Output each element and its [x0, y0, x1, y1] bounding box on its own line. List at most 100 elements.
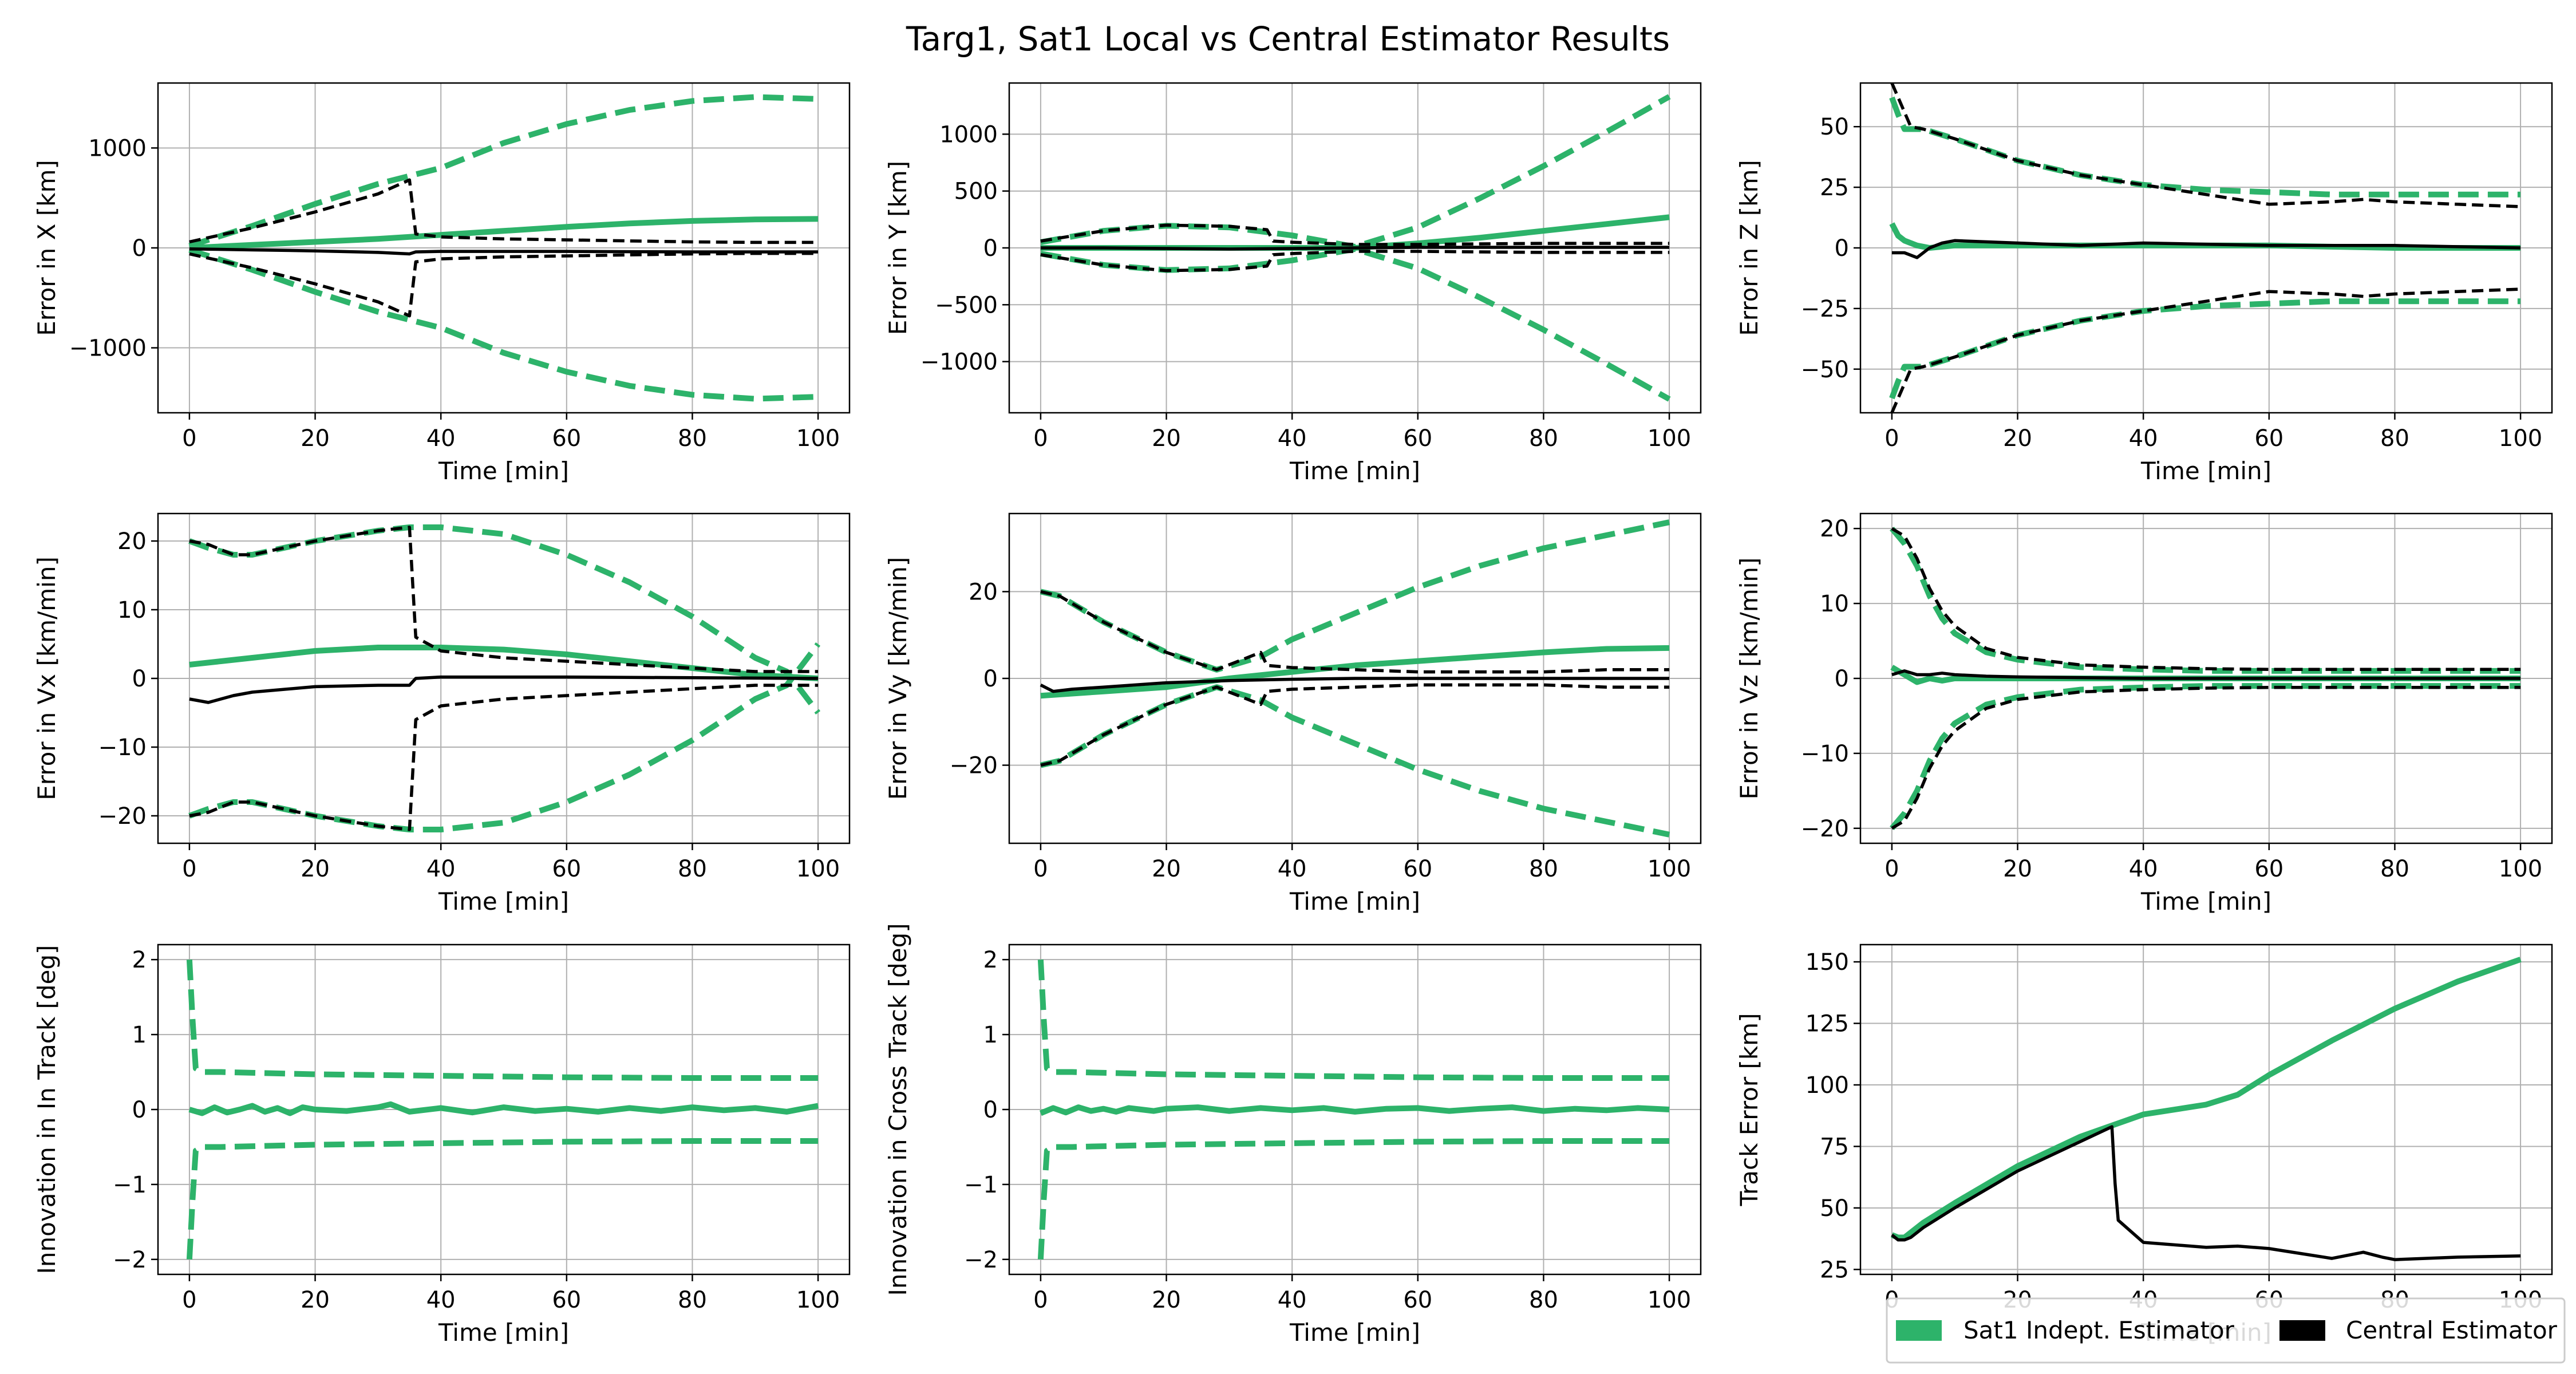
y-tick-label: −2	[113, 1247, 147, 1273]
y-tick-label: −1	[113, 1172, 147, 1198]
x-tick-label: 100	[2499, 425, 2542, 452]
sat1-estimate-line	[189, 216, 819, 251]
x-axis-label: Time [min]	[1289, 1318, 1420, 1347]
figure-title: Targ1, Sat1 Local vs Central Estimator R…	[906, 19, 1670, 58]
sat1-estimate-line	[1040, 645, 1670, 699]
legend-label-sat1: Sat1 Indept. Estimator	[1963, 1316, 2235, 1344]
x-tick-label: 80	[1529, 1287, 1558, 1313]
plot-area	[1040, 519, 1670, 838]
sat1-estimate-line	[1891, 957, 2522, 1241]
x-tick-label: 20	[2003, 425, 2032, 452]
x-tick-label: 20	[301, 1287, 330, 1313]
central-estimate-line	[1891, 239, 2521, 259]
y-tick-label: −500	[935, 292, 998, 318]
axes-frame	[1859, 943, 2553, 1276]
x-tick-label: 100	[1647, 856, 1691, 882]
plot-area	[1890, 526, 2521, 831]
x-tick-label: 100	[1647, 1287, 1691, 1313]
x-tick-label: 60	[552, 856, 581, 882]
sat1-bound-line	[1037, 1138, 1670, 1260]
y-tick-label: 50	[1820, 1195, 1849, 1222]
x-tick-label: 40	[1278, 1287, 1307, 1313]
central-bound-line	[1890, 287, 2521, 413]
plot-area	[186, 959, 819, 1260]
y-axis-label: Innovation in In Track [deg]	[33, 945, 61, 1274]
y-tick-label: −20	[950, 753, 998, 779]
central-estimate-line	[1040, 246, 1670, 251]
sat1-bound-line	[188, 94, 819, 249]
x-tick-label: 40	[426, 856, 456, 882]
y-tick-label: 20	[1820, 516, 1849, 542]
y-tick-label: 20	[117, 528, 147, 555]
sat1-bound-line	[188, 247, 819, 402]
x-tick-label: 100	[2499, 856, 2542, 882]
sat1-bound-line	[188, 642, 821, 832]
x-tick-label: 40	[426, 1287, 456, 1313]
y-tick-label: 10	[1820, 591, 1849, 617]
sat1-bound-line	[1890, 683, 2521, 831]
x-axis-label: Time [min]	[438, 887, 569, 915]
x-tick-label: 20	[1152, 856, 1181, 882]
y-tick-label: 2	[132, 947, 147, 973]
y-axis-label: Innovation in Cross Track [deg]	[884, 923, 912, 1296]
subplot-3: 0 20 40 60 80 100 −50 −25 0 25 50 Time [min] Error i…	[1735, 82, 2553, 485]
y-tick-label: 1000	[88, 135, 147, 161]
x-tick-label: 0	[1033, 425, 1048, 452]
x-tick-label: 40	[2129, 425, 2158, 452]
x-tick-label: 80	[678, 1287, 707, 1313]
x-axis-label: Time [min]	[2140, 887, 2271, 915]
plot-area	[1889, 83, 2521, 413]
x-tick-label: 0	[182, 1287, 196, 1313]
central-bound-line	[189, 178, 819, 244]
x-tick-label: 20	[301, 425, 330, 452]
plot-area	[1040, 94, 1671, 402]
y-axis-label: Error in X [km]	[33, 160, 61, 336]
central-estimate-line	[1040, 677, 1670, 693]
sat1-bound-line	[188, 524, 821, 715]
x-tick-label: 0	[182, 856, 196, 882]
y-tick-label: −10	[98, 735, 147, 761]
x-tick-label: 80	[1529, 425, 1558, 452]
central-estimate-line	[1891, 669, 2521, 680]
y-tick-label: 25	[1820, 1257, 1849, 1283]
y-tick-label: 0	[983, 235, 998, 262]
y-tick-label: 1000	[939, 121, 998, 148]
legend-swatch-sat1	[1896, 1320, 1942, 1341]
legend-swatch-central	[2279, 1320, 2325, 1341]
subplot-7: 0 20 40 60 80 100 −2 −1 0 1 2 Time [min] Innovation …	[33, 943, 851, 1347]
central-bound-line	[1891, 685, 2521, 830]
plot-area	[188, 94, 819, 402]
x-tick-label: 80	[1529, 856, 1558, 882]
subplot-5: 0 20 40 60 80 100 −20 0 20 Time [min] Error in Vy …	[884, 512, 1702, 915]
y-tick-label: 75	[1820, 1134, 1849, 1160]
y-tick-label: −25	[1801, 296, 1849, 322]
central-estimate-line	[1891, 1125, 2521, 1261]
x-tick-label: 60	[1403, 856, 1432, 882]
y-tick-label: 0	[983, 666, 998, 692]
central-bound-line	[1040, 223, 1670, 246]
y-tick-label: 100	[1805, 1072, 1849, 1099]
subplot-6: 0 20 40 60 80 100 −20 −10 0 10 20 Time [min] Error i…	[1735, 512, 2553, 915]
sat1-estimate-line	[188, 1101, 819, 1116]
x-tick-label: 20	[1152, 1287, 1181, 1313]
plot-area	[1037, 959, 1670, 1260]
x-tick-label: 100	[796, 1287, 840, 1313]
y-tick-label: 50	[1820, 114, 1849, 140]
x-tick-label: 100	[796, 856, 840, 882]
x-tick-label: 100	[1647, 425, 1691, 452]
x-tick-label: 0	[1033, 1287, 1048, 1313]
y-tick-label: 0	[132, 1097, 147, 1123]
central-bound-line	[189, 526, 819, 673]
x-tick-label: 60	[552, 1287, 581, 1313]
plot-area	[1891, 957, 2522, 1261]
central-bound-line	[1040, 250, 1670, 273]
central-bound-line	[1040, 590, 1670, 674]
y-tick-label: 0	[132, 666, 147, 692]
x-tick-label: 40	[2129, 856, 2158, 882]
sat1-bound-line	[186, 959, 819, 1081]
y-tick-label: 125	[1805, 1011, 1849, 1037]
y-tick-label: 1	[132, 1022, 147, 1048]
legend-label-central: Central Estimator	[2346, 1316, 2558, 1344]
y-tick-label: 150	[1805, 949, 1849, 976]
